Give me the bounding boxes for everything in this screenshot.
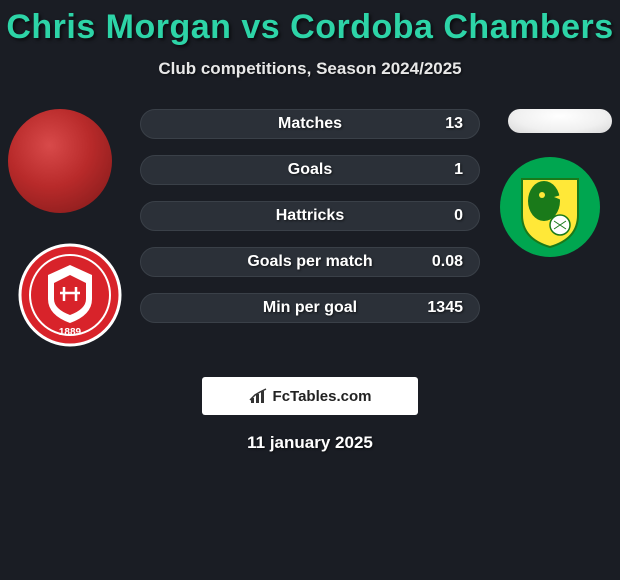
stat-value-right: 0.08 (432, 253, 463, 271)
stat-bar: Matches 13 (140, 109, 480, 139)
stat-label: Goals per match (141, 253, 479, 271)
svg-text:1889: 1889 (59, 327, 82, 338)
page-title: Chris Morgan vs Cordoba Chambers (0, 0, 620, 47)
stat-label: Matches (141, 115, 479, 133)
site-attribution[interactable]: FcTables.com (202, 377, 418, 415)
chart-icon (249, 388, 269, 404)
stat-value-right: 0 (454, 207, 463, 225)
stat-value-right: 1 (454, 161, 463, 179)
subtitle: Club competitions, Season 2024/2025 (0, 59, 620, 79)
stat-bar: Min per goal 1345 (140, 293, 480, 323)
stat-label: Goals (141, 161, 479, 179)
player-avatar-left (8, 109, 112, 213)
player-avatar-right (508, 109, 612, 133)
club-crest-right (498, 155, 602, 259)
stat-value-right: 1345 (427, 299, 463, 317)
date-label: 11 january 2025 (0, 433, 620, 453)
site-label: FcTables.com (273, 388, 372, 405)
comparison-content: 1889 Matches 13 Goals 1 Hattricks 0 Goal… (0, 111, 620, 361)
stat-value-right: 13 (445, 115, 463, 133)
club-crest-left: 1889 (18, 243, 122, 347)
stat-bar: Goals per match 0.08 (140, 247, 480, 277)
stat-bar: Hattricks 0 (140, 201, 480, 231)
stat-bars: Matches 13 Goals 1 Hattricks 0 Goals per… (140, 109, 480, 339)
stat-bar: Goals 1 (140, 155, 480, 185)
stat-label: Hattricks (141, 207, 479, 225)
